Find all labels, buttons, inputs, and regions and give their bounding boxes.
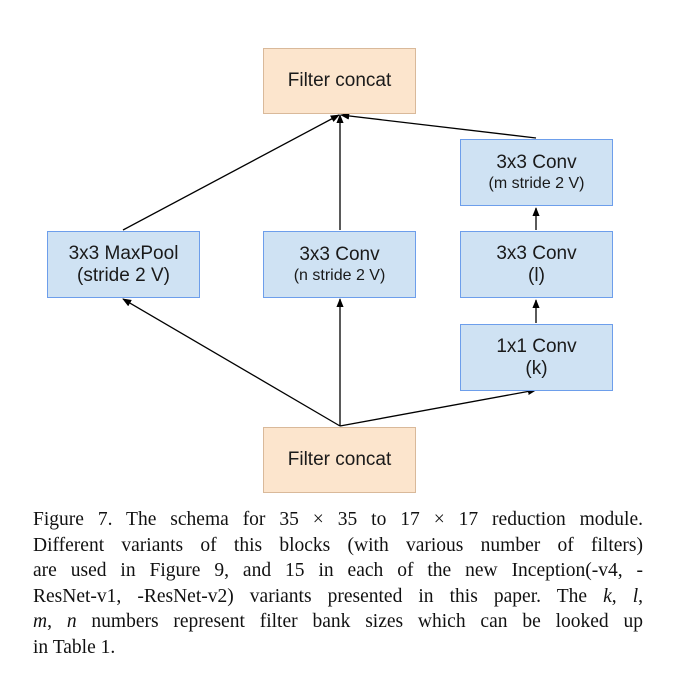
edge-bottom-to-maxpool <box>122 298 341 427</box>
edge-conv-m-to-top <box>340 112 537 139</box>
conv-m-title: 3x3 Conv <box>496 151 577 173</box>
caption-line: are used in Figure 9, and 15 in each of … <box>33 560 643 581</box>
edge-bottom-to-conv-k <box>339 387 537 427</box>
conv-k-params: (k) <box>525 357 548 379</box>
conv-m-node: 3x3 Conv (m stride 2 V) <box>460 139 613 206</box>
conv-m-params: (m stride 2 V) <box>488 174 585 192</box>
conv-k-title: 1x1 Conv <box>496 335 577 357</box>
edge-maxpool-to-top <box>122 114 340 231</box>
conv-k-node: 1x1 Conv (k) <box>460 324 613 391</box>
top-filter-concat-label: Filter concat <box>287 70 392 91</box>
conv-n-title: 3x3 Conv <box>299 243 380 265</box>
top-filter-concat: Filter concat <box>263 48 416 114</box>
conv-n-params: (n stride 2 V) <box>293 266 386 284</box>
bottom-filter-concat-label: Filter concat <box>287 449 392 470</box>
maxpool-node: 3x3 MaxPool (stride 2 V) <box>47 231 200 298</box>
conv-l-params: (l) <box>528 264 545 286</box>
caption-line: m, n numbers represent filter bank sizes… <box>33 611 643 632</box>
bottom-filter-concat: Filter concat <box>263 427 416 493</box>
conv-l-node: 3x3 Conv (l) <box>460 231 613 298</box>
caption-line: ResNet-v1, -ResNet-v2) variants presente… <box>33 585 644 607</box>
caption-line: Figure 7. The schema for 35 × 35 to 17 ×… <box>33 509 643 530</box>
figure-caption: Figure 7. The schema for 35 × 35 to 17 ×… <box>33 507 643 660</box>
maxpool-title: 3x3 MaxPool <box>68 242 179 264</box>
maxpool-params: (stride 2 V) <box>77 264 170 286</box>
caption-line: Different variants of this blocks (with … <box>33 534 643 556</box>
conv-n-node: 3x3 Conv (n stride 2 V) <box>263 231 416 298</box>
edges <box>122 112 540 427</box>
reduction-module-diagram: Filter concat 3x3 MaxPool (stride 2 V) 3… <box>47 48 613 493</box>
caption-line: in Table 1. <box>33 636 116 658</box>
conv-l-title: 3x3 Conv <box>496 242 577 264</box>
